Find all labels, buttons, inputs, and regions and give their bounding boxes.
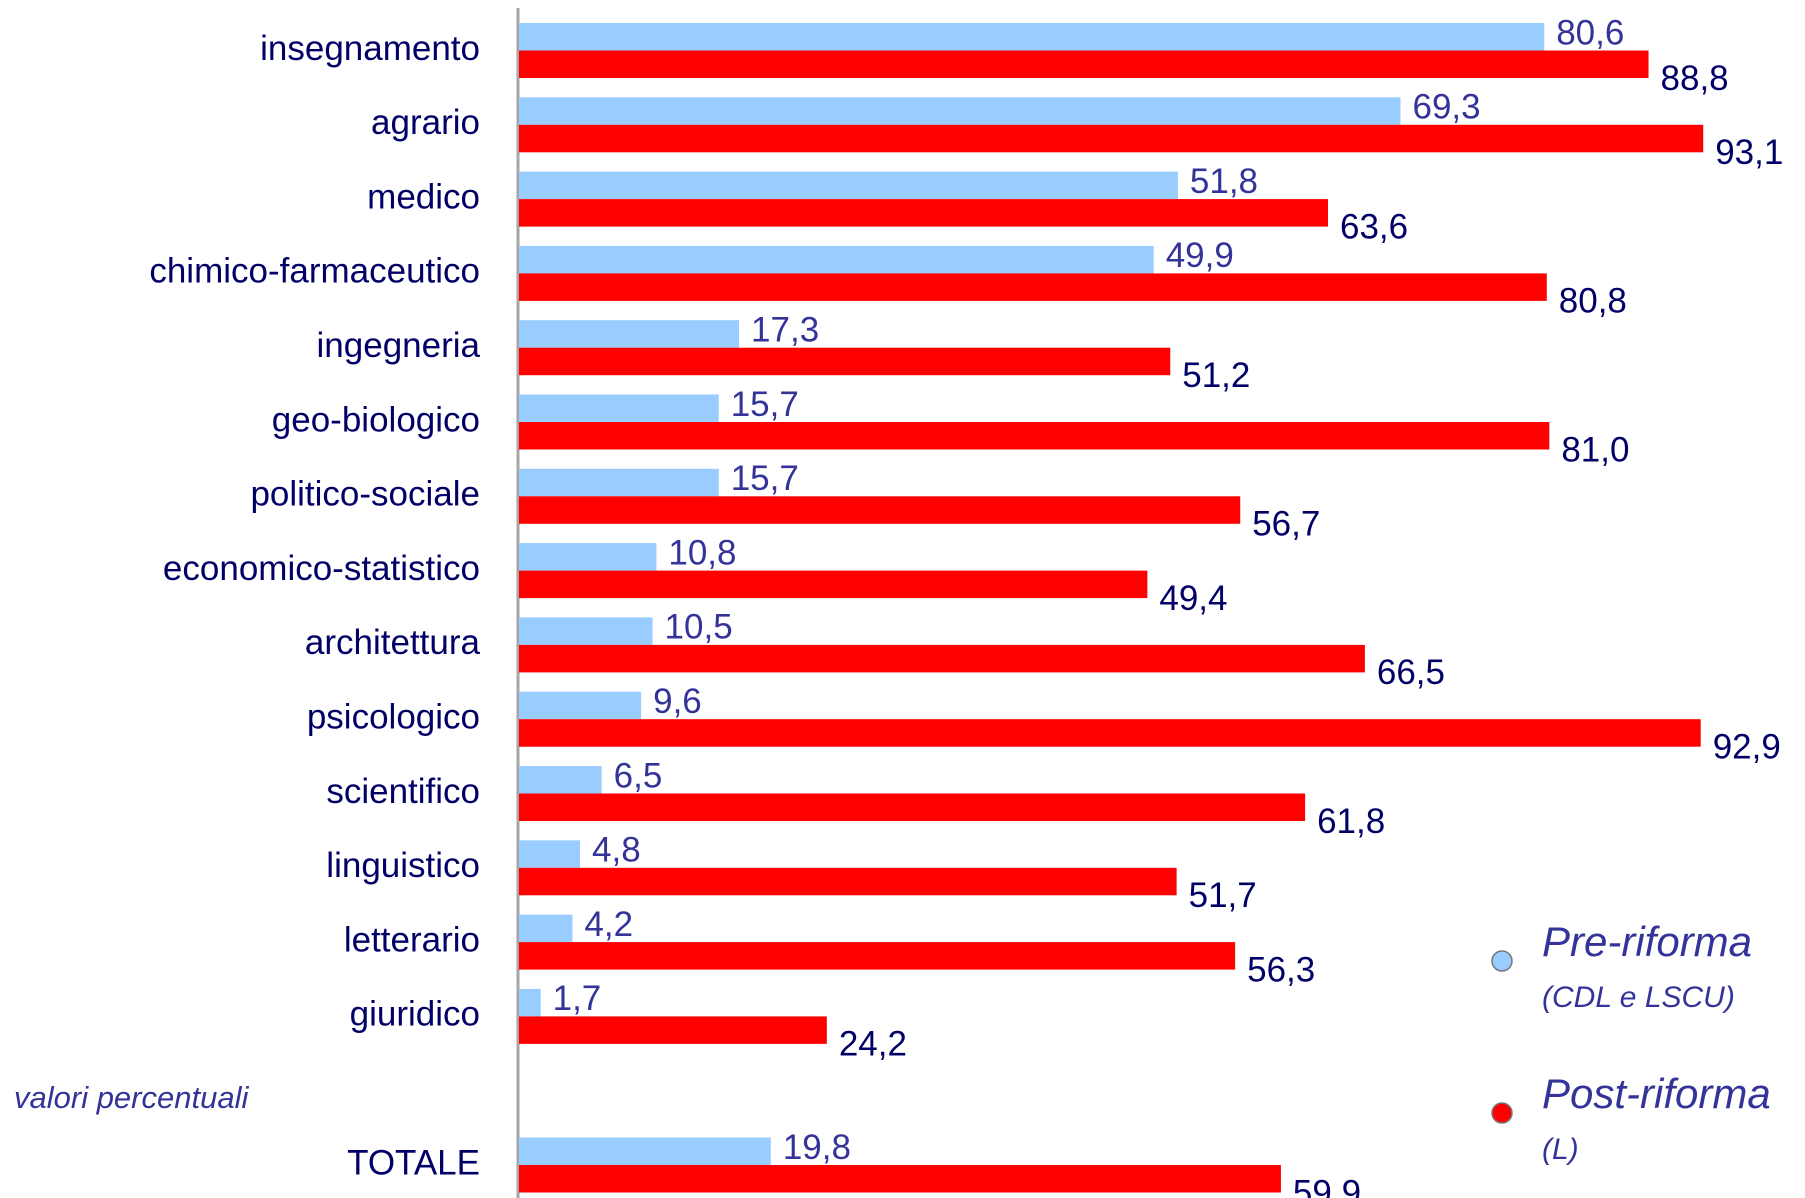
bar xyxy=(519,171,1178,200)
bar xyxy=(519,617,653,645)
value-label: 88,8 xyxy=(1661,59,1729,98)
value-label: 49,9 xyxy=(1166,236,1234,275)
bar xyxy=(519,496,1241,524)
value-label: 59,9 xyxy=(1293,1173,1361,1198)
bar xyxy=(519,543,657,571)
legend-marker xyxy=(1491,950,1513,972)
bar xyxy=(519,245,1154,274)
bar xyxy=(519,1137,771,1165)
value-label: 6,5 xyxy=(614,756,663,795)
category-label: agrario xyxy=(371,103,480,142)
value-label: 80,6 xyxy=(1556,13,1624,52)
category-label: TOTALE xyxy=(347,1143,480,1182)
category-label: linguistico xyxy=(326,846,480,885)
value-label: 81,0 xyxy=(1561,430,1629,469)
bar xyxy=(519,50,1649,78)
category-label: letterario xyxy=(344,920,480,959)
legend-sublabel: (L) xyxy=(1542,1133,1579,1166)
value-label: 56,3 xyxy=(1247,950,1315,989)
value-label: 15,7 xyxy=(731,385,799,424)
category-label: psicologico xyxy=(307,697,480,736)
value-label: 17,3 xyxy=(751,310,819,349)
legend-label: Pre-riforma xyxy=(1542,918,1752,965)
bar xyxy=(519,840,581,868)
bar xyxy=(519,394,719,422)
value-label: 49,4 xyxy=(1159,579,1227,618)
bar xyxy=(519,942,1236,970)
value-label: 92,9 xyxy=(1713,727,1781,766)
bar xyxy=(519,766,602,794)
value-label: 66,5 xyxy=(1377,653,1445,692)
value-label: 10,5 xyxy=(665,608,733,647)
value-label: 9,6 xyxy=(653,682,702,721)
bar xyxy=(519,644,1365,673)
value-label: 63,6 xyxy=(1340,207,1408,246)
category-label: politico-sociale xyxy=(250,475,480,514)
legend-sublabel: (CDL e LSCU) xyxy=(1542,981,1735,1014)
category-label: architettura xyxy=(305,623,481,662)
legend-marker xyxy=(1491,1102,1513,1124)
value-label: 15,7 xyxy=(731,459,799,498)
value-label: 51,2 xyxy=(1182,356,1250,395)
bar xyxy=(519,867,1177,896)
bar xyxy=(519,793,1306,821)
value-label: 69,3 xyxy=(1412,88,1480,127)
category-label: giuridico xyxy=(350,995,480,1034)
value-label: 80,8 xyxy=(1559,282,1627,321)
value-label: 51,8 xyxy=(1190,162,1258,201)
bar xyxy=(519,1016,827,1044)
bar xyxy=(519,570,1148,599)
value-label: 4,8 xyxy=(592,831,641,870)
bar xyxy=(519,719,1701,747)
bar xyxy=(519,97,1401,125)
category-label: ingegneria xyxy=(317,326,481,365)
legend-label: Post-riforma xyxy=(1542,1070,1771,1117)
bar xyxy=(519,468,719,497)
bar xyxy=(519,199,1328,227)
bar xyxy=(519,1165,1281,1193)
category-label: insegnamento xyxy=(260,29,480,68)
chart-note: valori percentuali xyxy=(14,1080,249,1115)
value-label: 61,8 xyxy=(1317,802,1385,841)
bar xyxy=(519,320,740,348)
value-label: 19,8 xyxy=(783,1128,851,1167)
bar xyxy=(519,23,1545,51)
value-label: 4,2 xyxy=(584,905,633,944)
bar xyxy=(519,914,573,943)
bar xyxy=(519,273,1547,301)
bar xyxy=(519,347,1171,376)
category-label: chimico-farmaceutico xyxy=(149,252,480,291)
value-label: 93,1 xyxy=(1715,133,1783,172)
category-label: scientifico xyxy=(326,772,480,811)
value-label: 24,2 xyxy=(839,1025,907,1064)
category-label: economico-statistico xyxy=(163,549,480,588)
value-label: 56,7 xyxy=(1252,505,1320,544)
value-label: 10,8 xyxy=(668,533,736,572)
bar xyxy=(519,988,541,1017)
bar xyxy=(519,422,1550,450)
bar xyxy=(519,691,642,720)
bar xyxy=(519,124,1704,153)
category-label: medico xyxy=(367,177,480,216)
category-label: geo-biologico xyxy=(272,400,480,439)
value-label: 1,7 xyxy=(553,979,602,1018)
value-label: 51,7 xyxy=(1189,876,1257,915)
